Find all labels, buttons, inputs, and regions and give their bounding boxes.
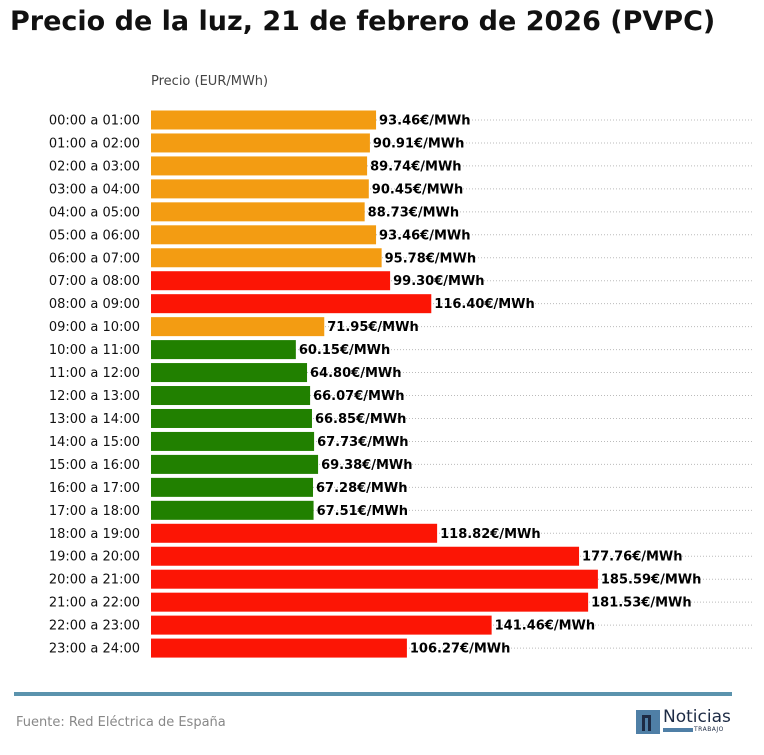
bar xyxy=(151,225,377,245)
y-tick-label: 17:00 a 18:00 xyxy=(49,504,140,519)
data-label: 181.53€/MWh xyxy=(591,596,692,611)
bar xyxy=(151,317,325,337)
bar xyxy=(151,500,314,520)
data-label: 90.91€/MWh xyxy=(373,136,464,151)
data-label: 99.30€/MWh xyxy=(393,274,484,289)
y-tick-label: 04:00 a 05:00 xyxy=(49,205,140,220)
y-tick-label: 19:00 a 20:00 xyxy=(49,550,140,565)
bar xyxy=(151,592,589,612)
data-label: 93.46€/MWh xyxy=(379,228,470,243)
bar xyxy=(151,431,315,451)
y-tick-label: 12:00 a 13:00 xyxy=(49,389,140,404)
y-tick-label: 02:00 a 03:00 xyxy=(49,159,140,174)
y-tick-label: 05:00 a 06:00 xyxy=(49,228,140,243)
bar-chart: 00:00 a 01:00 93.46€/MWh 01:00 a 02:00 90.9… xyxy=(49,110,753,658)
bar xyxy=(151,386,311,406)
bar xyxy=(151,156,368,176)
noticias-trabajo-logo: Noticias TRABAJO xyxy=(636,707,731,735)
y-tick-label: 08:00 a 09:00 xyxy=(49,297,140,312)
footer-divider xyxy=(14,692,732,696)
y-tick-label: 22:00 a 23:00 xyxy=(49,619,140,634)
data-label: 95.78€/MWh xyxy=(385,251,476,266)
y-tick-label: 13:00 a 14:00 xyxy=(49,412,140,427)
data-label: 185.59€/MWh xyxy=(601,573,702,588)
data-label: 88.73€/MWh xyxy=(368,205,459,220)
data-label: 71.95€/MWh xyxy=(327,320,418,335)
data-label: 89.74€/MWh xyxy=(370,159,461,174)
bar xyxy=(151,271,391,291)
data-label: 118.82€/MWh xyxy=(440,527,540,542)
bar xyxy=(151,248,382,268)
y-tick-label: 15:00 a 16:00 xyxy=(49,458,140,473)
y-tick-label: 14:00 a 15:00 xyxy=(49,435,140,450)
bar xyxy=(151,202,365,222)
logo-text: Noticias xyxy=(663,707,731,727)
y-tick-label: 18:00 a 19:00 xyxy=(49,527,140,542)
y-tick-label: 21:00 a 22:00 xyxy=(49,596,140,611)
x-axis-label: Precio (EUR/MWh) xyxy=(151,74,269,89)
bar xyxy=(151,363,308,383)
data-label: 177.76€/MWh xyxy=(582,550,683,565)
data-label: 90.45€/MWh xyxy=(372,182,463,197)
bar xyxy=(151,133,370,153)
data-label: 67.28€/MWh xyxy=(316,481,407,496)
y-tick-label: 23:00 a 24:00 xyxy=(49,642,140,657)
bar xyxy=(151,179,369,199)
bar xyxy=(151,294,432,314)
y-tick-label: 10:00 a 11:00 xyxy=(49,343,140,358)
bar xyxy=(151,546,580,566)
data-label: 64.80€/MWh xyxy=(310,366,401,381)
y-tick-label: 03:00 a 04:00 xyxy=(49,182,140,197)
data-label: 141.46€/MWh xyxy=(495,619,596,634)
chart-title: Precio de la luz, 21 de febrero de 2026 … xyxy=(10,6,716,37)
y-tick-label: 01:00 a 02:00 xyxy=(49,136,140,151)
bar xyxy=(151,110,377,130)
bar xyxy=(151,615,492,635)
logo-subtext: TRABAJO xyxy=(694,726,724,733)
data-label: 106.27€/MWh xyxy=(410,642,511,657)
bar xyxy=(151,638,407,658)
bar xyxy=(151,340,296,360)
y-tick-label: 11:00 a 12:00 xyxy=(49,366,140,381)
data-label: 66.07€/MWh xyxy=(313,389,404,404)
data-label: 67.73€/MWh xyxy=(317,435,408,450)
bar xyxy=(151,569,598,589)
y-tick-label: 06:00 a 07:00 xyxy=(49,251,140,266)
data-label: 67.51€/MWh xyxy=(317,504,408,519)
data-label: 93.46€/MWh xyxy=(379,114,470,129)
bar xyxy=(151,454,319,474)
bar xyxy=(151,477,314,497)
bar xyxy=(151,523,438,543)
y-tick-label: 20:00 a 21:00 xyxy=(49,573,140,588)
data-label: 116.40€/MWh xyxy=(434,297,535,312)
data-label: 60.15€/MWh xyxy=(299,343,390,358)
y-tick-label: 09:00 a 10:00 xyxy=(49,320,140,335)
data-label: 66.85€/MWh xyxy=(315,412,406,427)
source-text: Fuente: Red Eléctrica de España xyxy=(16,715,226,730)
y-tick-label: 07:00 a 08:00 xyxy=(49,274,140,289)
data-label: 69.38€/MWh xyxy=(321,458,412,473)
bar xyxy=(151,408,312,428)
y-tick-label: 00:00 a 01:00 xyxy=(49,114,140,129)
y-tick-label: 16:00 a 17:00 xyxy=(49,481,140,496)
